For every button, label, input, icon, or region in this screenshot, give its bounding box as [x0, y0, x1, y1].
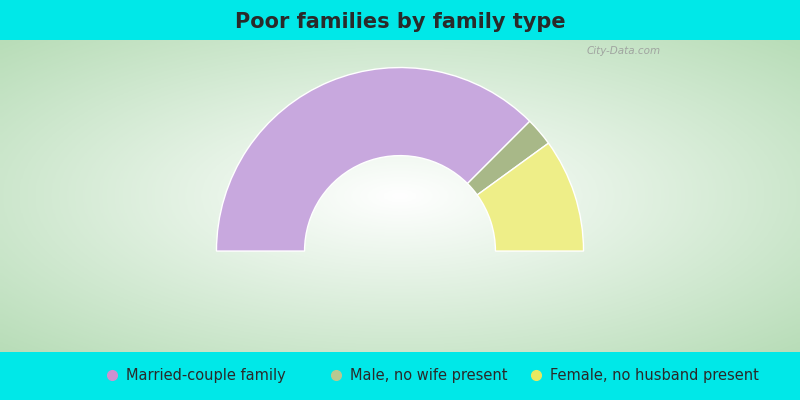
Wedge shape — [217, 68, 530, 251]
Text: City-Data.com: City-Data.com — [586, 46, 661, 56]
Text: Married-couple family: Married-couple family — [126, 368, 286, 382]
Wedge shape — [467, 121, 549, 195]
Text: Male, no wife present: Male, no wife present — [350, 368, 508, 382]
Text: Poor families by family type: Poor families by family type — [234, 12, 566, 32]
Wedge shape — [478, 143, 583, 251]
Text: Female, no husband present: Female, no husband present — [550, 368, 759, 382]
